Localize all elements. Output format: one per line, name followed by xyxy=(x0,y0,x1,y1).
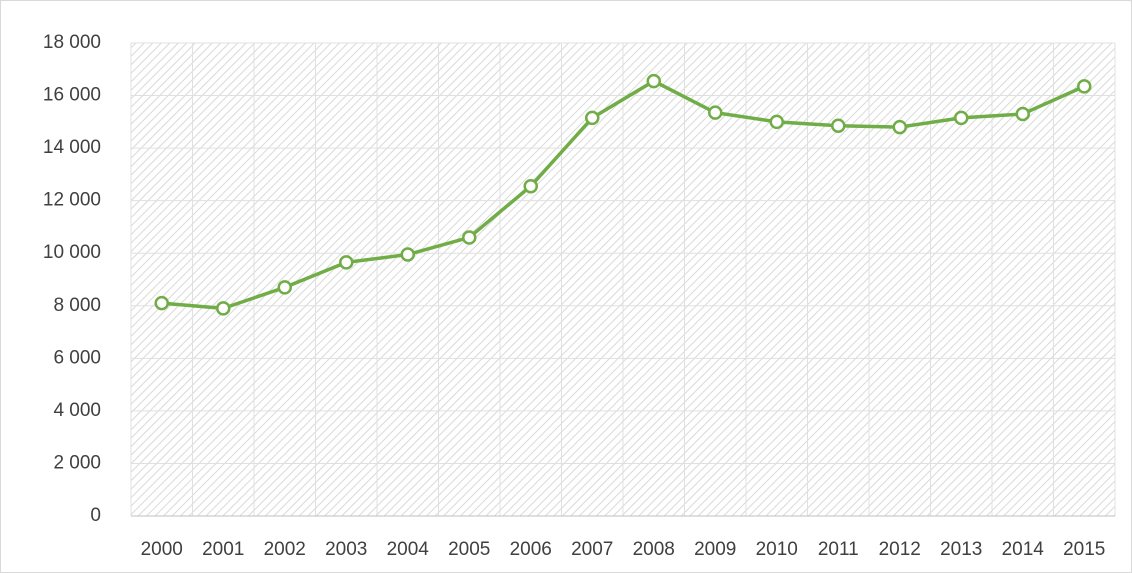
x-tick-label: 2009 xyxy=(694,539,736,560)
x-tick-label: 2013 xyxy=(940,539,982,560)
x-tick-label: 2007 xyxy=(571,539,613,560)
x-tick-label: 2012 xyxy=(879,539,921,560)
marker xyxy=(154,295,169,311)
x-tick-label: 2011 xyxy=(818,539,859,560)
marker xyxy=(523,178,538,194)
marker xyxy=(400,247,415,262)
marker xyxy=(831,118,846,134)
x-tick-label: 2015 xyxy=(1063,539,1105,560)
line xyxy=(161,79,1085,311)
x-tick-label: 2002 xyxy=(264,539,306,560)
y-tick-label: 4 000 xyxy=(53,400,101,421)
y-tick-label: 14 000 xyxy=(43,137,101,158)
x-tick-label: 2005 xyxy=(448,539,490,560)
marker xyxy=(1077,79,1092,94)
marker xyxy=(892,119,907,135)
x-tick-label: 2003 xyxy=(325,539,367,560)
marker xyxy=(277,280,292,295)
marker xyxy=(216,301,231,316)
marker xyxy=(1015,106,1030,122)
marker xyxy=(708,105,723,120)
y-tick-label: 18 000 xyxy=(43,32,101,53)
x-tick-label: 2004 xyxy=(387,539,430,560)
y-tick-label: 0 xyxy=(90,505,101,526)
marker xyxy=(646,73,661,89)
marker xyxy=(769,114,784,130)
y-tick-label: 8 000 xyxy=(53,295,101,316)
marker xyxy=(954,110,969,126)
x-tick-label: 2008 xyxy=(633,539,675,560)
y-tick-label: 10 000 xyxy=(43,242,101,263)
marker xyxy=(462,230,477,245)
x-tick-label: 2014 xyxy=(1002,539,1045,560)
x-tick-label: 2006 xyxy=(510,539,552,560)
y-tick-label: 2 000 xyxy=(53,452,101,473)
x-tick-label: 2001 xyxy=(202,539,244,560)
y-tick-label: 16 000 xyxy=(43,85,101,106)
x-tick-label: 2010 xyxy=(756,539,798,560)
y-tick-label: 12 000 xyxy=(43,190,101,211)
x-tick-label: 2000 xyxy=(141,539,183,560)
marker xyxy=(585,110,600,126)
marker xyxy=(339,255,354,270)
y-tick-label: 6 000 xyxy=(53,347,101,368)
